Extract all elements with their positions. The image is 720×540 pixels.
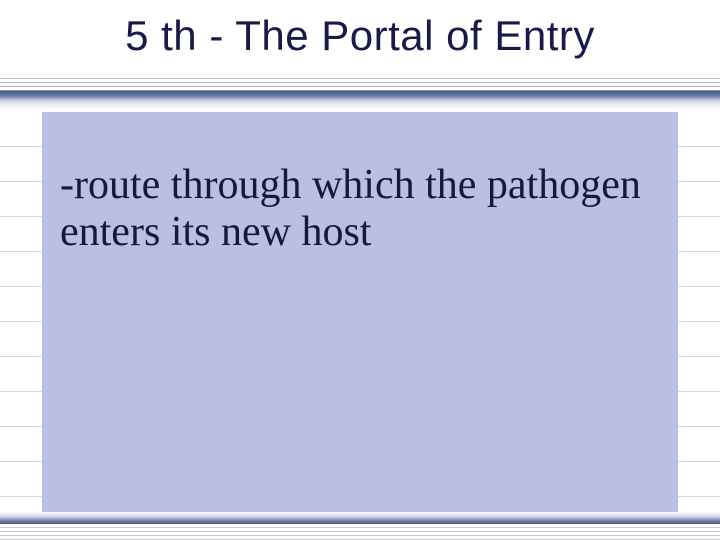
slide: 5 th - The Portal of Entry -route throug… <box>0 0 720 540</box>
bottom-rule-bar <box>0 512 720 524</box>
body-panel: -route through which the pathogen enters… <box>42 112 678 512</box>
right-margin-rules <box>678 112 720 512</box>
body-text: -route through which the pathogen enters… <box>42 112 678 256</box>
title-underline-fine <box>0 78 720 90</box>
slide-title: 5 th - The Portal of Entry <box>0 0 720 60</box>
left-margin-rules <box>0 112 42 512</box>
title-band: 5 th - The Portal of Entry <box>0 0 720 80</box>
bottom-rule-fine <box>0 524 720 540</box>
title-underline-bar <box>0 90 720 110</box>
